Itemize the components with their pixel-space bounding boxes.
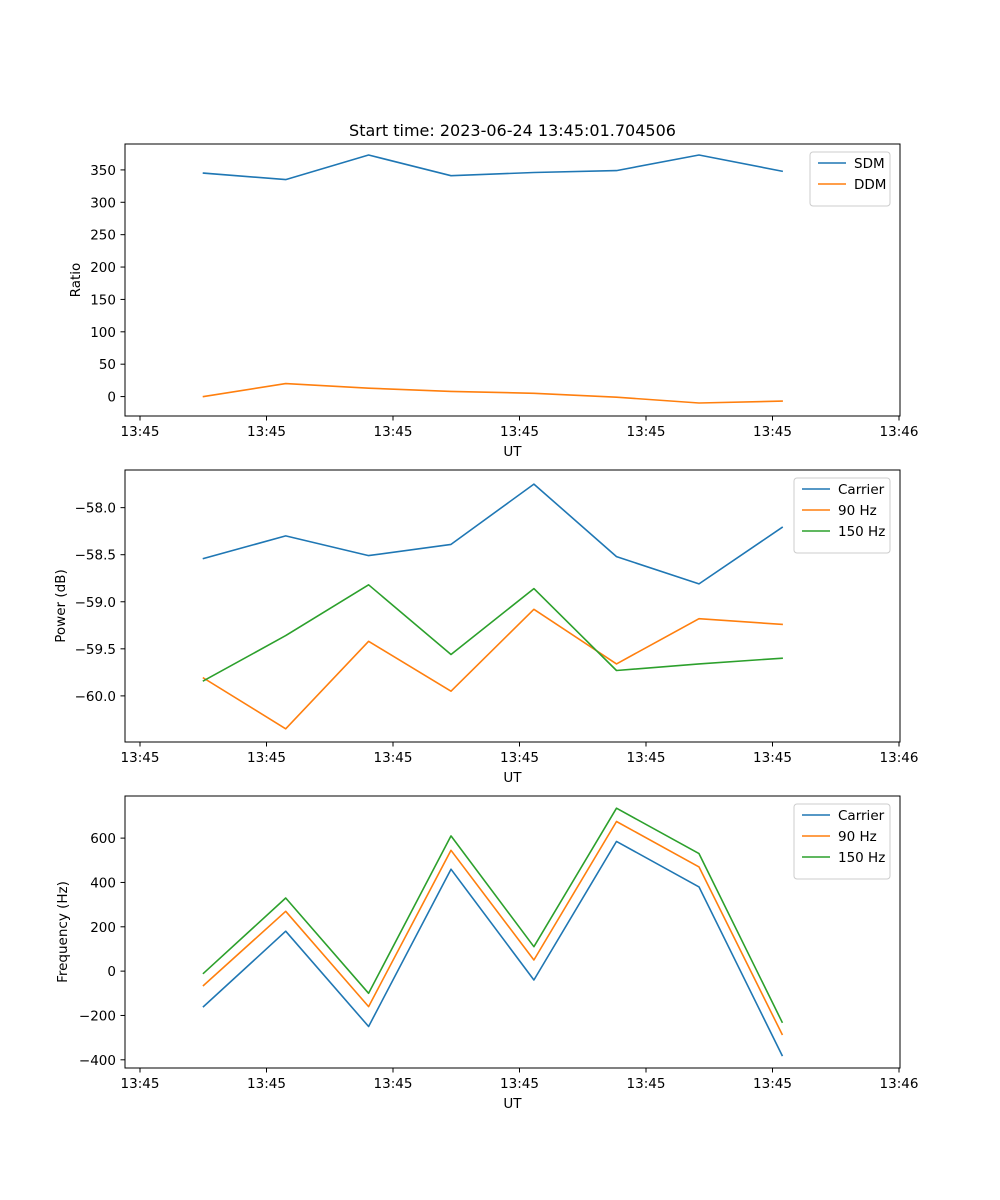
legend-label: 150 Hz — [838, 524, 885, 540]
legend-label: SDM — [854, 156, 885, 172]
x-tick-label: 13:45 — [627, 1076, 666, 1092]
x-axis-label: UT — [503, 770, 522, 786]
power-panel: 13:45 13:45 13:45 13:45 13:45 13:45 13:46 UT −60… — [53, 469, 919, 786]
x-tick-label: 13:45 — [500, 750, 539, 766]
y-tick-label: −200 — [79, 1008, 116, 1024]
legend: Carrier 90 Hz 150 Hz — [793, 803, 891, 880]
legend-label: 90 Hz — [838, 503, 877, 519]
series-line-90-hz — [202, 820, 784, 1036]
y-tick-label: 50 — [99, 357, 116, 373]
x-tick-label: 13:46 — [880, 424, 919, 440]
x-tick-label: 13:45 — [374, 750, 413, 766]
x-axis-label: UT — [503, 444, 522, 460]
x-tick-label: 13:45 — [753, 424, 792, 440]
legend-label: Carrier — [838, 482, 885, 498]
x-tick-label: 13:45 — [374, 1076, 413, 1092]
x-tick-label: 13:45 — [627, 750, 666, 766]
y-tick-label: 100 — [90, 325, 116, 341]
y-axis-label: Power (dB) — [53, 569, 69, 642]
legend-label: DDM — [854, 177, 886, 193]
x-tick-label: 13:45 — [121, 424, 160, 440]
series-line-150-hz — [202, 583, 783, 682]
x-tick-label: 13:45 — [121, 750, 160, 766]
x-tick-label: 13:45 — [753, 1076, 792, 1092]
y-tick-label: 300 — [90, 195, 116, 211]
x-tick-label: 13:45 — [374, 424, 413, 440]
series-line-90-hz — [202, 608, 783, 730]
x-tick-label: 13:45 — [500, 424, 539, 440]
y-tick-label: 600 — [90, 831, 116, 847]
y-axis-label: Ratio — [68, 263, 84, 298]
y-tick-label: −59.0 — [75, 595, 116, 611]
y-tick-label: 250 — [90, 228, 116, 244]
y-tick-label: 0 — [107, 390, 116, 406]
axes-frame — [124, 795, 901, 1069]
y-tick-label: 150 — [90, 292, 116, 308]
x-tick-label: 13:46 — [880, 750, 919, 766]
x-tick-label: 13:45 — [500, 1076, 539, 1092]
ratio-panel: 13:45 13:45 13:45 13:45 13:45 13:45 13:46 UT 0 50… — [68, 143, 919, 460]
legend-box — [793, 803, 891, 880]
x-tick-label: 13:46 — [880, 1076, 919, 1092]
y-tick-label: −59.5 — [75, 642, 116, 658]
axes-frame — [124, 143, 901, 417]
x-tick-label: 13:45 — [247, 424, 286, 440]
y-tick-label: 0 — [107, 964, 116, 980]
y-tick-label: 200 — [90, 260, 116, 276]
figure-title: Start time: 2023-06-24 13:45:01.704506 — [349, 121, 676, 140]
x-tick-label: 13:45 — [753, 750, 792, 766]
legend: SDM DDM — [809, 151, 891, 207]
legend-label: 150 Hz — [838, 850, 885, 866]
frequency-panel: 13:45 13:45 13:45 13:45 13:45 13:45 13:46 UT −40… — [55, 795, 919, 1112]
x-axis-label: UT — [503, 1096, 522, 1112]
x-tick-label: 13:45 — [627, 424, 666, 440]
legend: Carrier 90 Hz 150 Hz — [793, 477, 891, 554]
series-line-ddm — [202, 382, 783, 404]
y-tick-label: 400 — [90, 875, 116, 891]
x-tick-label: 13:45 — [121, 1076, 160, 1092]
legend-box — [809, 151, 891, 207]
legend-label: Carrier — [838, 808, 885, 824]
y-tick-label: 200 — [90, 920, 116, 936]
y-axis-label: Frequency (Hz) — [55, 881, 71, 983]
y-tick-label: −60.0 — [75, 689, 116, 705]
legend-label: 90 Hz — [838, 829, 877, 845]
series-line-150-hz — [202, 807, 784, 1024]
series-line-carrier — [202, 483, 784, 585]
axes-frame — [124, 469, 901, 743]
series-line-sdm — [202, 154, 784, 181]
y-tick-label: −58.0 — [75, 501, 116, 517]
y-tick-label: −400 — [79, 1053, 116, 1069]
x-tick-label: 13:45 — [247, 1076, 286, 1092]
y-tick-label: 350 — [90, 163, 116, 179]
legend-box — [793, 477, 891, 554]
y-tick-label: −58.5 — [75, 548, 116, 564]
x-tick-label: 13:45 — [247, 750, 286, 766]
series-line-carrier — [202, 840, 784, 1057]
